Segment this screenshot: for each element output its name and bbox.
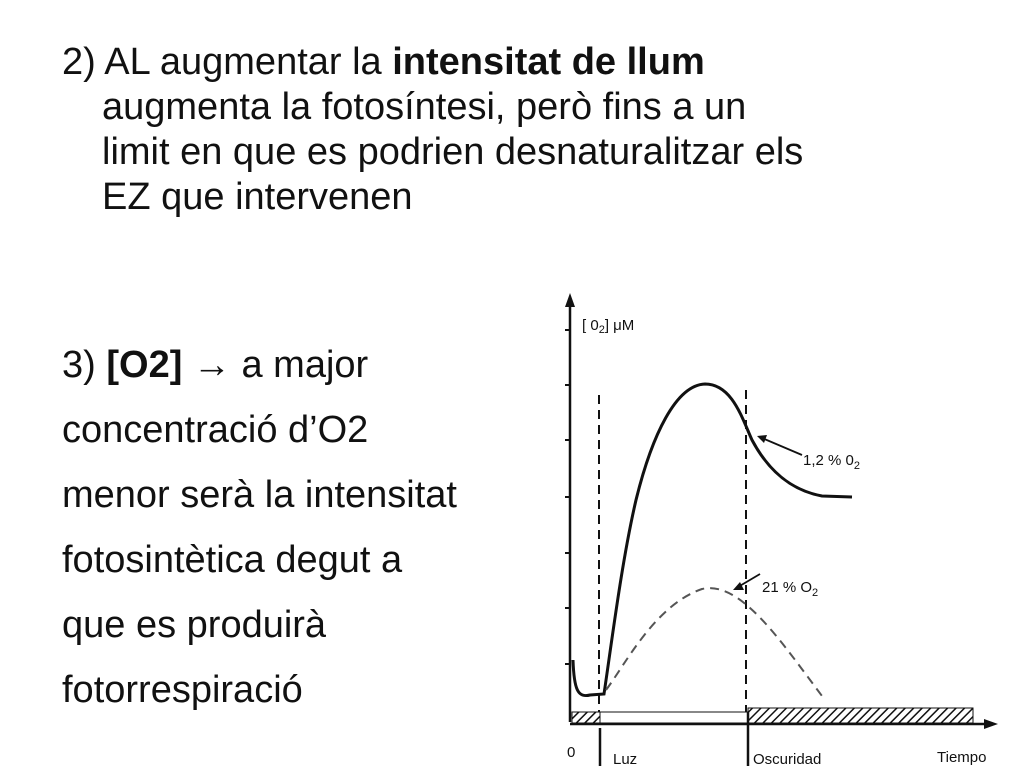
leader-arrowhead <box>733 582 744 590</box>
dark-period-bar-end <box>747 707 974 724</box>
x-axis-arrowhead <box>984 719 998 729</box>
label-leader-high-oxygen <box>737 573 761 588</box>
point-3-line: concentració d’O2 <box>62 409 369 451</box>
point-3-paragraph: 3) [O2] → a major concentració d’O2 meno… <box>62 333 542 723</box>
y-axis-label: [ 02] μM <box>582 317 634 336</box>
dark-period-bar-start <box>571 711 601 724</box>
point-3-prefix: 3) <box>62 344 107 386</box>
label-leader-low-oxygen <box>761 437 803 456</box>
y-axis-arrowhead <box>565 293 575 307</box>
dark-label: Oscuridad <box>753 751 821 768</box>
leader-arrowhead <box>757 435 767 443</box>
point-2-paragraph: 2) AL augmentar la intensitat de llum au… <box>62 40 962 220</box>
point-3-first-line: 3) [O2] → a major <box>62 333 542 398</box>
point-3-line: fotosintètica degut a <box>62 539 403 581</box>
curve-high-oxygen <box>605 587 823 697</box>
origin-label: 0 <box>567 744 575 761</box>
arrow-icon: → <box>192 344 231 386</box>
light-period-bar <box>599 711 749 724</box>
point-2-bold-term: intensitat de llum <box>392 41 705 83</box>
y-axis-ticks <box>565 329 570 665</box>
curve-low-oxygen-label: 1,2 % 02 <box>803 452 860 472</box>
curve-low-oxygen <box>571 382 853 698</box>
point-3-suffix: a major <box>230 344 369 386</box>
x-axis-label: Tiempo <box>937 749 986 766</box>
point-2-line: EZ que intervenen <box>102 176 413 218</box>
point-3-line: que es produirà <box>62 604 327 646</box>
curve-high-oxygen-label: 21 % O2 <box>762 579 818 599</box>
graph-figure: [ 02] μM 1,2 % 02 21 % O2 0 Luz Oscurida… <box>565 293 998 768</box>
point-2-line: augmenta la fotosíntesi, però fins a un <box>102 86 747 128</box>
point-2-line: limit en que es podrien desnaturalitzar … <box>102 131 804 173</box>
light-label: Luz <box>613 751 637 768</box>
point-2-first-line: 2) AL augmentar la intensitat de llum <box>62 40 962 85</box>
point-3-bold-term: [O2] <box>106 344 183 386</box>
point-2-prefix: 2) AL augmentar la <box>62 41 393 83</box>
oxygen-concentration-graph: [ 02] μM 1,2 % 02 21 % O2 0 Luz Oscurida… <box>540 285 1024 768</box>
point-3-line: fotorrespiració <box>62 669 303 711</box>
point-2-continuation: augmenta la fotosíntesi, però fins a un … <box>62 85 962 220</box>
point-3-line: menor serà la intensitat <box>62 474 457 516</box>
